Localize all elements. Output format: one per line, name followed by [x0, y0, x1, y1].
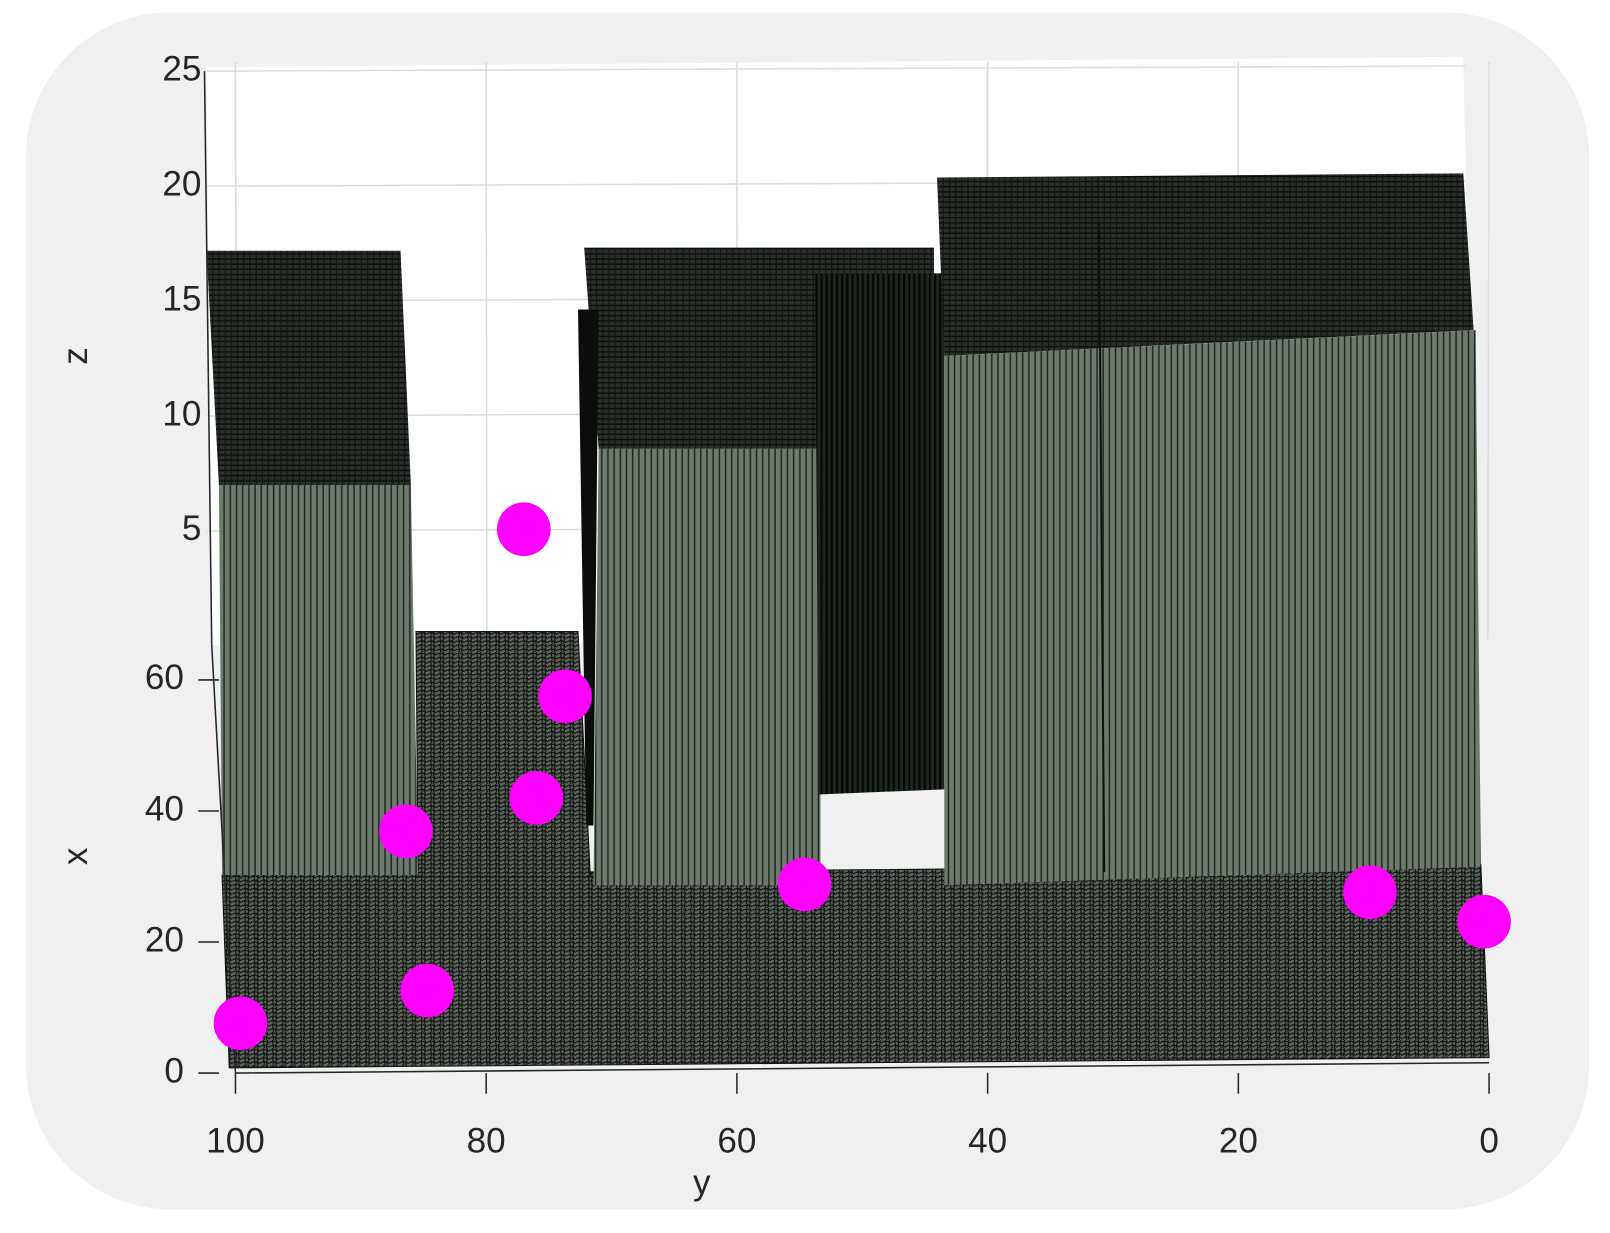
surface-edge [1098, 221, 1106, 872]
scatter-point [1457, 894, 1511, 949]
scatter-point [538, 669, 592, 724]
surface-top [206, 250, 411, 485]
x-axis-label: x [56, 847, 95, 865]
surface-face [593, 448, 821, 886]
z-tick-label: 10 [162, 394, 201, 433]
z-tick-label: 5 [182, 509, 202, 548]
z-tick-label: 25 [162, 49, 201, 88]
surface-edge [578, 309, 599, 826]
scatter-point [496, 502, 551, 557]
surface-inner [815, 273, 945, 795]
y-axis-line [235, 1061, 1490, 1074]
scatter-point [777, 857, 832, 912]
z-axis-label: z [56, 347, 95, 365]
surface-floor [221, 864, 1490, 1069]
scatter-point [400, 963, 455, 1018]
scatter-point [213, 996, 268, 1051]
y-axis-label: y [693, 1163, 711, 1202]
x-tick-label: 0 [164, 1051, 184, 1090]
y-tick-label: 0 [1479, 1121, 1499, 1160]
scatter-point [1343, 865, 1397, 920]
x-tick-label: 60 [145, 658, 184, 697]
scatter-point [379, 804, 433, 859]
surface-floor [415, 630, 591, 878]
surface-face [218, 484, 419, 875]
y-tick-label: 60 [717, 1121, 756, 1160]
z-tick-label: 20 [162, 164, 201, 203]
surface-face [944, 330, 1481, 886]
grid-line [206, 65, 1466, 72]
grid-line [485, 61, 488, 640]
grid-line [1487, 61, 1490, 640]
y-tick-label: 20 [1219, 1121, 1258, 1160]
y-tick-label: 100 [206, 1121, 265, 1160]
x-tick-label: 40 [145, 789, 184, 828]
surface-top [937, 173, 1474, 356]
y-tick-label: 40 [968, 1121, 1007, 1160]
scatter-point [509, 771, 564, 825]
z-tick-label: 15 [162, 279, 201, 318]
y-tick-label: 80 [467, 1121, 506, 1160]
x-tick-label: 20 [145, 920, 184, 959]
z-axis-line [203, 71, 213, 645]
